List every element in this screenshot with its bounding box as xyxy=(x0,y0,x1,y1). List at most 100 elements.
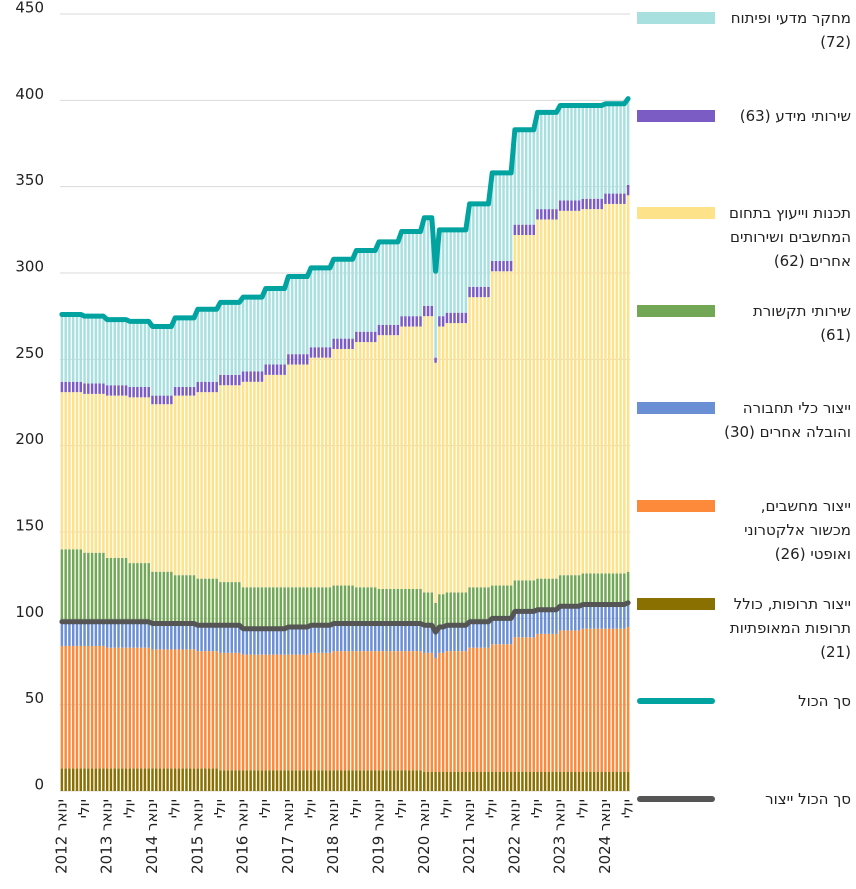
bar-segment xyxy=(464,625,468,652)
bar-segment xyxy=(226,582,230,626)
bar-segment xyxy=(551,219,554,579)
bar-segment xyxy=(71,314,75,382)
bar-segment xyxy=(574,210,577,576)
bar-segment xyxy=(321,357,324,588)
bar-segment xyxy=(321,347,324,358)
bar-segment xyxy=(173,623,177,650)
bar-segment xyxy=(268,364,271,375)
bar-segment xyxy=(102,393,105,553)
bar-segment xyxy=(75,768,79,791)
bar-segment xyxy=(615,573,619,605)
bar-segment xyxy=(272,288,275,365)
bar-segment xyxy=(226,652,230,771)
bar-segment xyxy=(472,647,475,773)
legend-label: ייצור כלי תחבורה והובלה אחרים (30) xyxy=(724,399,851,442)
y-tick-label: 50 xyxy=(25,689,44,707)
bar-segment xyxy=(158,649,162,769)
bar-segment xyxy=(532,637,535,773)
bar-segment xyxy=(162,395,166,405)
bar-segment xyxy=(241,628,245,655)
bar-segment xyxy=(347,770,351,791)
x-tick-label: ינואר 2019 xyxy=(369,799,387,874)
bar-segment xyxy=(449,229,452,313)
bar-segment xyxy=(596,198,600,210)
bar-segment xyxy=(441,772,445,791)
bar-segment xyxy=(490,644,494,773)
bar-segment xyxy=(566,630,569,773)
bar-segment xyxy=(272,654,275,771)
bar-segment xyxy=(366,651,369,771)
x-tick-label: יולי xyxy=(483,799,501,818)
bar-segment xyxy=(487,286,490,298)
bar-segment xyxy=(188,623,192,650)
bar-segment xyxy=(336,623,339,652)
bar-segment xyxy=(528,772,532,791)
bar-segment xyxy=(370,342,373,588)
bar-segment xyxy=(479,286,483,298)
bar-segment xyxy=(351,651,354,771)
x-tick-label: ינואר 2015 xyxy=(188,799,206,874)
bar-segment xyxy=(309,267,313,348)
bar-segment xyxy=(75,392,79,550)
bar-segment xyxy=(260,654,264,771)
bar-segment xyxy=(607,193,611,204)
bar-segment xyxy=(498,618,502,645)
bar-segment xyxy=(264,374,267,588)
bar-segment xyxy=(626,98,630,185)
bar-segment xyxy=(472,286,475,298)
bar-segment xyxy=(355,587,358,624)
bar-segment xyxy=(351,770,354,791)
bar-segment xyxy=(219,582,222,626)
bar-segment xyxy=(162,768,166,791)
bar-segment xyxy=(619,772,622,791)
bar-segment xyxy=(453,323,456,593)
bar-segment xyxy=(479,772,483,791)
bar-segment xyxy=(136,386,139,398)
bar-segment xyxy=(468,587,471,622)
bar-segment xyxy=(68,381,71,393)
bar-segment xyxy=(211,578,215,626)
bar-segment xyxy=(83,383,86,394)
bar-segment xyxy=(211,392,215,579)
bar-segment xyxy=(166,326,169,396)
bar-segment xyxy=(358,250,362,332)
bar-segment xyxy=(558,772,562,791)
bar-segment xyxy=(430,592,434,626)
bar-segment xyxy=(577,200,581,211)
bar-segment xyxy=(79,768,83,791)
bar-segment xyxy=(245,587,249,629)
bar-segment xyxy=(404,651,407,771)
bar-segment xyxy=(404,231,407,317)
bar-segment xyxy=(547,609,551,634)
bar-segment xyxy=(574,606,577,631)
bar-segment xyxy=(343,348,347,586)
bar-segment xyxy=(513,235,517,581)
bar-segment xyxy=(472,772,475,791)
bar-segment xyxy=(509,260,513,272)
bar-segment xyxy=(317,770,320,791)
bar-segment xyxy=(136,321,139,387)
bar-segment xyxy=(547,578,551,610)
bar-segment xyxy=(377,651,381,771)
bar-segment xyxy=(540,219,543,579)
bar-segment xyxy=(204,625,207,652)
bar-segment xyxy=(128,321,132,387)
bar-segment xyxy=(407,623,411,652)
bar-segment xyxy=(155,395,158,405)
bar-segment xyxy=(558,630,562,773)
bar-segment xyxy=(253,587,256,629)
bar-segment xyxy=(377,623,381,652)
bar-segment xyxy=(211,309,215,382)
bar-segment xyxy=(313,267,317,348)
bar-segment xyxy=(222,385,226,583)
bar-segment xyxy=(453,592,456,626)
bar-segment xyxy=(317,347,320,358)
bar-segment xyxy=(351,348,354,586)
legend-swatch xyxy=(637,109,715,122)
bar-segment xyxy=(222,770,226,791)
bar-segment xyxy=(513,611,517,638)
bar-segment xyxy=(438,229,441,317)
bar-segment xyxy=(521,129,524,225)
bar-segment xyxy=(181,575,184,624)
bar-segment xyxy=(411,651,415,771)
